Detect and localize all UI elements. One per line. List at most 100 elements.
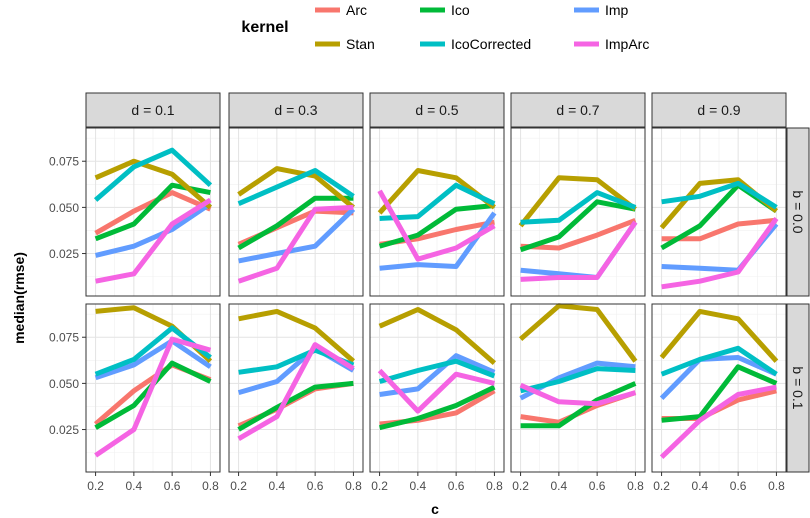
series-line-ico (378, 203, 495, 249)
x-tick-label: 0.2 (653, 479, 670, 493)
panel-border (369, 303, 505, 473)
series-line-imparc (237, 342, 355, 441)
panel-border (369, 127, 505, 297)
series-line-stan (518, 175, 637, 228)
series-line-icocorrected (93, 147, 213, 202)
x-tick-label: 0.8 (202, 479, 219, 493)
series-line-icocorrected (520, 366, 636, 394)
panel-1-3 (369, 127, 505, 297)
panel-2-2: 0.2 0.4 0.6 0.8 (228, 303, 364, 493)
series-line-ico (237, 195, 354, 251)
facet-strip-d-0-1 (85, 92, 221, 128)
series-line-imp (238, 207, 356, 264)
panel-border (228, 303, 364, 473)
x-tick-label: 0.4 (269, 479, 286, 493)
x-tick-label: 0.8 (768, 479, 785, 493)
facet-strip-d-0-3 (228, 92, 364, 128)
facet-strip-label-d-0-9: d = 0.9 (697, 102, 740, 118)
series-line-icocorrected (379, 182, 496, 221)
x-tick-label: 0.6 (730, 479, 747, 493)
x-tick-label: 0.4 (551, 479, 568, 493)
series-line-stan (237, 166, 355, 210)
panel-1-5 (651, 127, 787, 297)
facet-strip-b-0-0 (786, 127, 810, 297)
legend-label-ico: Ico (451, 2, 470, 18)
series-line-stan (659, 308, 779, 363)
x-tick-label: 0.6 (589, 479, 606, 493)
x-tick-label: 0.6 (164, 479, 181, 493)
x-tick-label: 0.8 (486, 479, 503, 493)
y-axis-label: median(rmse) (11, 252, 27, 344)
panel-border (651, 303, 787, 473)
series-line-imp (95, 201, 212, 258)
y-tick-label: 0.050 (49, 201, 79, 215)
facet-strip-d-0-5 (369, 92, 505, 128)
facet-strip-d-0-9 (651, 92, 787, 128)
series-line-icocorrected (661, 180, 778, 210)
panel-1-2 (228, 127, 364, 297)
series-line-arc (520, 217, 637, 251)
facet-strip-label-d-0-3: d = 0.3 (274, 102, 317, 118)
panel-2-4: 0.2 0.4 0.6 0.8 (510, 303, 646, 493)
facet-strip-label-d-0-5: d = 0.5 (415, 102, 458, 118)
panel-2-1: 0.025 0.050 0.075 0.2 0.4 0.6 0.8 (49, 303, 221, 493)
series-line-imparc (95, 197, 212, 284)
x-tick-label: 0.2 (230, 479, 247, 493)
series-line-imp (659, 355, 778, 400)
panel-2-5: 0.2 0.4 0.6 0.8 (651, 303, 787, 493)
panel-1-4 (510, 127, 646, 297)
y-tick-label: 0.050 (49, 377, 79, 391)
facet-strip-label-b-0-1: b = 0.1 (790, 366, 806, 409)
series-line-imparc (377, 368, 495, 414)
legend-label-stan: Stan (346, 36, 375, 52)
legend-label-arc: Arc (346, 2, 367, 18)
series-line-imparc (520, 220, 638, 282)
legend-label-imp: Imp (605, 2, 629, 18)
series-line-ico (519, 199, 636, 253)
legend-title: kernel (241, 19, 288, 36)
series-line-imparc (661, 217, 779, 290)
series-line-ico (661, 364, 778, 423)
y-tick-label: 0.025 (49, 423, 79, 437)
panel-border (651, 127, 787, 297)
panel-border (510, 303, 646, 473)
legend: kernel Arc Ico Imp Stan IcoCorrected ImpArc (241, 2, 649, 52)
x-tick-label: 0.8 (627, 479, 644, 493)
x-tick-label: 0.2 (371, 479, 388, 493)
x-tick-label: 0.2 (512, 479, 529, 493)
series-line-icocorrected (237, 168, 355, 206)
panel-border (228, 127, 364, 297)
facet-strip-b-0-1 (786, 303, 810, 473)
series-line-imparc (659, 384, 777, 460)
panel-border (510, 127, 646, 297)
series-line-stan (518, 303, 638, 363)
series-line-imparc (519, 382, 637, 407)
series-line-ico (237, 380, 354, 432)
x-tick-label: 0.4 (410, 479, 427, 493)
facet-strip-label-b-0-0: b = 0.0 (790, 190, 806, 233)
series-line-imparc (377, 189, 496, 262)
legend-label-imparc: ImpArc (605, 36, 649, 52)
series-line-stan (378, 307, 497, 365)
x-tick-label: 0.2 (87, 479, 104, 493)
panel-border (85, 303, 221, 473)
series-line-imp (94, 338, 212, 381)
y-tick-label: 0.075 (49, 331, 79, 345)
facet-panels: d = 0.1 d = 0.3 d = 0.5 d = 0.7 d = 0.9 b = 0… (49, 92, 810, 493)
series-line-ico (520, 381, 637, 429)
series-line-stan (238, 308, 356, 364)
series-line-icocorrected (378, 358, 496, 384)
x-tick-label: 0.6 (448, 479, 465, 493)
legend-label-icocorrected: IcoCorrected (451, 36, 531, 52)
series-line-icocorrected (660, 345, 778, 377)
y-tick-label: 0.075 (49, 155, 79, 169)
series-line-imparc (237, 204, 354, 284)
panel-1-1: 0.025 0.050 0.075 (49, 127, 221, 297)
x-tick-label: 0.4 (692, 479, 709, 493)
x-tick-label: 0.6 (307, 479, 324, 493)
facet-strip-label-d-0-7: d = 0.7 (556, 102, 599, 118)
x-axis-label: c (431, 501, 439, 517)
x-tick-label: 0.8 (345, 479, 362, 493)
series-line-imparc (94, 336, 212, 458)
